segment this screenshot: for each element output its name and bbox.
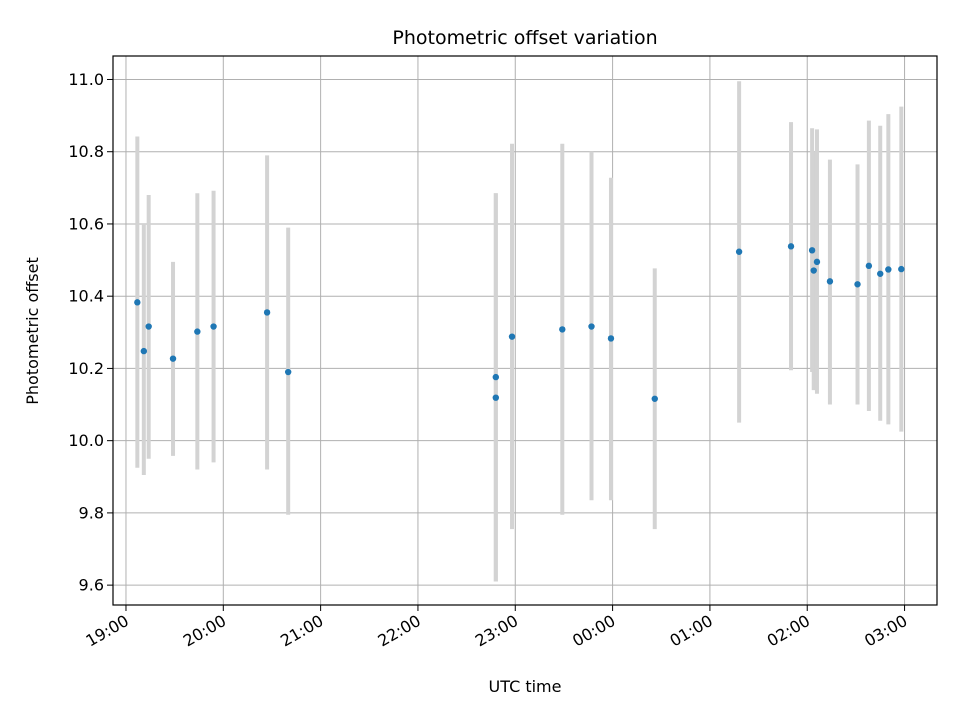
data-point [169,355,177,362]
y-tick-label: 9.6 [79,576,104,595]
data-point [508,333,516,340]
data-point [194,328,201,335]
chart-title: Photometric offset variation [392,27,657,49]
data-point [140,347,148,355]
data-point [826,278,834,285]
data-point [651,395,658,402]
y-tick-label: 10.4 [68,287,104,306]
data-point [607,335,615,342]
data-point [284,368,292,376]
data-point [810,267,817,274]
data-point [492,373,500,381]
y-axis-label: Photometric offset [23,257,42,405]
y-tick-label: 10.2 [68,359,104,378]
data-point [865,262,873,270]
data-point [134,299,141,306]
y-tick-label: 10.0 [68,431,104,450]
data-point [492,394,500,401]
plot-frame [112,55,938,606]
y-tick-label: 11.0 [68,70,104,89]
data-point [735,248,743,255]
data-point [898,265,905,273]
y-tick-label: 10.8 [68,142,104,161]
data-point [588,323,595,330]
y-tick-label: 9.8 [79,503,104,522]
data-point [885,266,892,273]
data-point [787,243,795,250]
grid-lines [113,56,937,605]
data-point [559,326,566,333]
y-axis-ticks: 9.6 9.8 10.0 10.2 10.4 10.6 10.8 11.0 [68,70,113,595]
data-point [854,281,861,288]
data-point [813,258,821,266]
data-point [263,309,271,316]
data-point [808,247,816,254]
data-point [210,323,217,330]
data-point [145,323,152,330]
data-points [134,243,905,402]
x-axis-label: UTC time [489,677,562,696]
data-point [877,270,884,277]
y-tick-label: 10.6 [68,214,104,233]
